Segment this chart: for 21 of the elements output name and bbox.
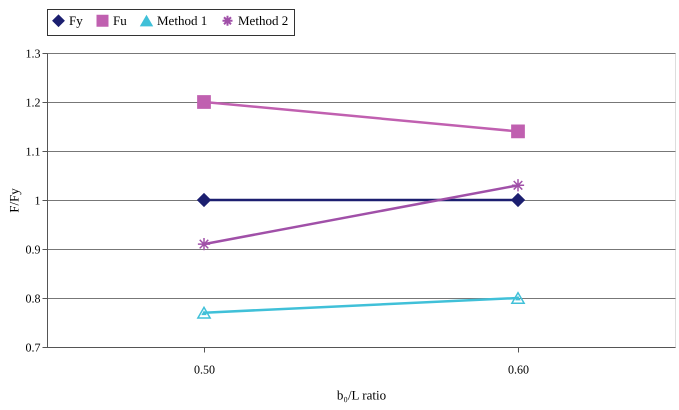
x-axis-title: b₀/L ratio — [336, 388, 386, 402]
y-axis-title: F/Fy — [6, 188, 22, 213]
point — [197, 95, 211, 109]
y-tick-label: 1.1 — [26, 144, 40, 158]
point — [511, 124, 525, 138]
y-tick-label: 0.8 — [26, 292, 40, 306]
x-tick-label: 0.60 — [508, 362, 529, 376]
y-tick-label: 0.7 — [26, 340, 40, 354]
legend-label: Fu — [113, 12, 128, 28]
legend-label: Fy — [69, 12, 84, 28]
x-tick-label: 0.50 — [194, 362, 215, 376]
point — [511, 178, 525, 192]
y-tick-label: 0.9 — [26, 242, 40, 256]
point — [197, 193, 211, 207]
legend-label: Method 1 — [157, 13, 208, 28]
legend-label: Method 2 — [238, 12, 288, 28]
point — [197, 237, 211, 251]
y-tick-label: 1.3 — [26, 46, 40, 60]
y-tick-label: 1.2 — [26, 96, 40, 110]
y-tick-label: 1 — [34, 194, 40, 208]
point — [511, 193, 525, 207]
